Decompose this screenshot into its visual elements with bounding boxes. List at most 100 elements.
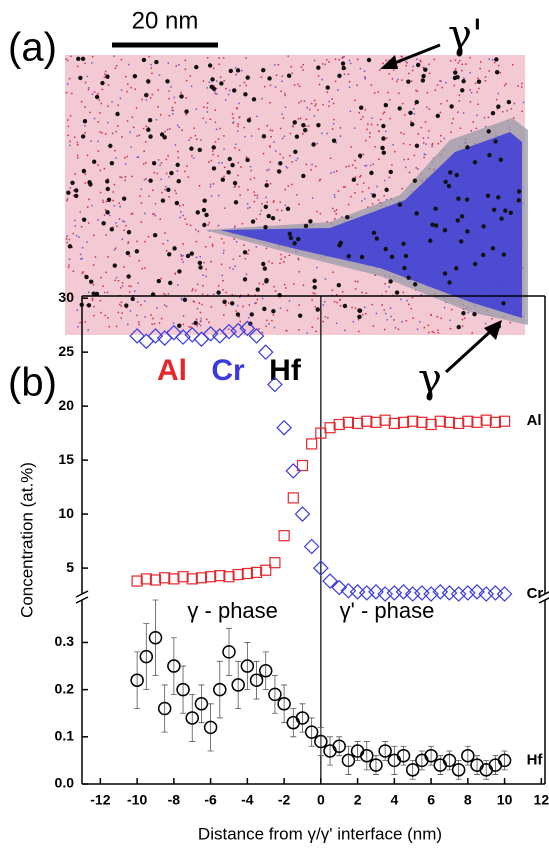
atom [162,243,165,245]
atom [105,200,108,203]
atom [232,122,234,124]
atom [433,331,435,334]
atom [131,116,134,119]
atom [384,312,387,315]
atom [144,316,146,318]
atom [84,182,87,184]
hf-atom [435,113,441,119]
atom [223,175,225,178]
atom [121,238,124,241]
atom [84,62,86,65]
atom [450,131,452,133]
atom [509,321,512,324]
atom [206,107,208,109]
atom [156,172,159,175]
gamma-label: γ [418,356,442,402]
atom [285,287,287,289]
atom [410,307,413,310]
atom [234,225,236,227]
atom [269,182,272,185]
atom [302,284,305,287]
atom [234,265,236,267]
atom [284,106,287,109]
atom [266,319,268,322]
hf-atom [261,134,267,139]
atom [208,221,210,224]
atom [273,285,275,288]
atom [191,289,193,292]
hf-atom [447,280,452,285]
atom [222,289,224,291]
atom [354,288,357,290]
atom [174,144,177,146]
atom [258,282,261,285]
atom [107,84,110,86]
atom [232,268,234,270]
atom [358,111,360,114]
atom [334,58,337,60]
atom [400,298,402,301]
atom [424,153,427,156]
atom [285,329,287,332]
atom [69,144,71,147]
atom [94,256,97,258]
hf-atom [267,76,272,81]
hf-atom [278,161,283,166]
atom [256,115,258,118]
atom [232,258,235,261]
atom [76,154,79,157]
atom [416,90,419,92]
atom [364,312,367,315]
atom [127,323,129,326]
atom [201,293,204,295]
atom [150,67,153,69]
atom [454,68,457,70]
atom [335,170,338,172]
atom [445,81,447,84]
atom [360,118,362,121]
atom [387,91,389,94]
atom [274,290,277,292]
hf-atom [251,97,257,102]
atom [322,320,324,323]
atom [300,100,303,102]
atom [295,159,297,162]
hf-atom [448,170,453,175]
atom [197,230,200,233]
axis-break [75,590,89,598]
hf-atom [106,197,112,202]
atom [316,266,318,269]
atom [279,153,281,155]
hf-atom [141,57,147,63]
hf-atom [406,275,411,280]
error-bar [345,745,352,775]
atom [428,72,431,75]
atom [404,166,407,169]
atom [108,325,111,328]
atom [161,191,163,194]
atom [272,314,275,316]
atom [430,313,432,316]
circle-marker [451,763,466,777]
atom [235,73,237,76]
atom [333,300,336,303]
atom [335,294,338,296]
atom [292,125,294,128]
atom [351,306,353,309]
atom [154,202,157,205]
atom [321,63,324,65]
atom [243,244,245,246]
diamond-marker [138,333,155,350]
atom [378,158,380,160]
atom [172,109,174,112]
atom [281,80,283,83]
hf-atom [499,216,504,221]
hf-atom [369,170,374,176]
atom [337,190,340,192]
atom [205,268,208,271]
atom [348,81,351,83]
atom [496,107,499,110]
atom [411,296,414,299]
legend-hf: Hf [269,354,302,387]
atom [305,118,308,121]
